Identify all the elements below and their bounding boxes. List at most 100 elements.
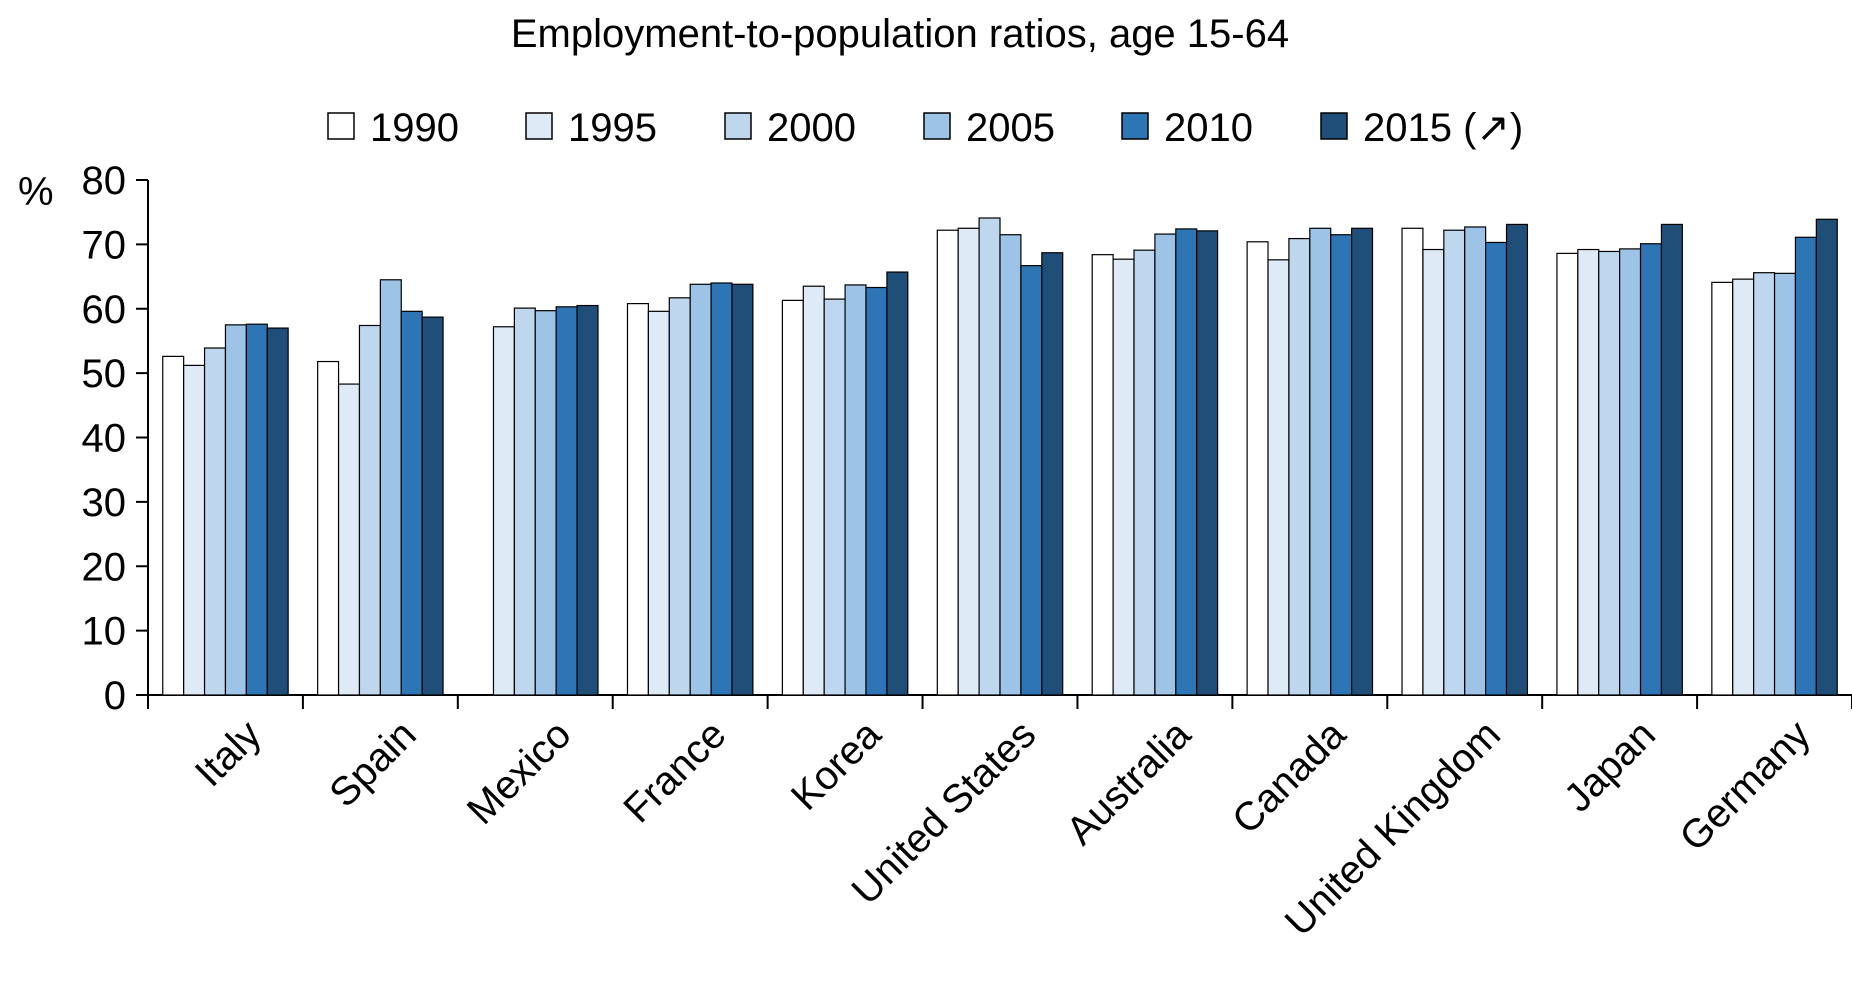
category-label: Italy <box>187 712 270 795</box>
bar-spain-1995 <box>337 383 361 696</box>
bar-mexico-2005 <box>534 310 557 696</box>
category-label: Japan <box>1556 712 1664 820</box>
bar-united-states-2005 <box>999 234 1022 696</box>
category-label: France <box>615 712 734 831</box>
bar-australia-1990 <box>1091 254 1114 696</box>
legend-label-2000: 2000 <box>767 106 856 150</box>
y-tick-label: 0 <box>104 674 126 718</box>
bar-spain-2015 <box>421 316 444 696</box>
y-tick-label: 20 <box>82 545 127 589</box>
y-axis-unit-label: % <box>18 170 54 214</box>
legend: 1990 1995 2000 2005 2010 2015 (↗) <box>327 106 1523 150</box>
legend-swatch-2015 <box>1320 112 1348 140</box>
bar-germany-2010 <box>1794 236 1817 696</box>
legend-label-1990: 1990 <box>370 106 459 150</box>
bar-canada-2005 <box>1309 227 1332 696</box>
bar-italy-1990 <box>162 355 185 696</box>
legend-swatch-1995 <box>525 112 553 140</box>
bar-spain-2000 <box>358 324 381 696</box>
bar-mexico-1995 <box>492 326 515 696</box>
bar-united-kingdom-2015 <box>1505 223 1529 696</box>
y-tick-label: 40 <box>82 417 127 461</box>
bar-united-states-2015 <box>1041 252 1064 696</box>
bar-canada-2010 <box>1330 234 1353 696</box>
bar-united-states-2000 <box>978 217 1001 696</box>
bar-japan-2015 <box>1660 223 1683 696</box>
bar-italy-2000 <box>203 347 227 696</box>
bar-united-states-2010 <box>1020 265 1043 696</box>
bar-canada-2015 <box>1351 227 1374 696</box>
bars <box>162 217 1838 696</box>
bar-australia-2005 <box>1154 233 1177 696</box>
bar-france-2010 <box>710 282 733 696</box>
bar-korea-1990 <box>781 299 804 696</box>
bar-france-1990 <box>626 303 649 696</box>
bar-mexico-2000 <box>513 307 536 696</box>
bar-korea-2000 <box>823 298 846 696</box>
bar-united-kingdom-2000 <box>1443 229 1466 696</box>
bar-france-2000 <box>668 297 691 696</box>
legend-swatch-1990 <box>327 112 355 140</box>
bar-germany-2000 <box>1753 272 1776 696</box>
bar-japan-2000 <box>1598 250 1621 696</box>
bar-spain-1990 <box>317 360 340 696</box>
bar-japan-2005 <box>1619 248 1642 696</box>
category-label: Australia <box>1058 712 1200 854</box>
bar-spain-2010 <box>400 310 423 696</box>
bar-korea-2015 <box>886 271 909 696</box>
bar-canada-1990 <box>1246 241 1269 696</box>
chart-title: Employment-to-population ratios, age 15-… <box>511 12 1289 56</box>
bar-united-kingdom-2005 <box>1464 226 1487 696</box>
bar-australia-1995 <box>1112 258 1135 696</box>
bar-france-2005 <box>689 283 712 696</box>
bar-korea-2005 <box>844 284 867 696</box>
bar-united-states-1990 <box>936 229 959 696</box>
category-label: Mexico <box>459 712 580 833</box>
bar-united-kingdom-2010 <box>1485 241 1508 696</box>
bar-korea-1995 <box>802 285 825 696</box>
bar-japan-1995 <box>1577 248 1600 696</box>
category-label: Korea <box>783 712 890 819</box>
bar-germany-2005 <box>1773 272 1797 696</box>
bar-japan-1990 <box>1556 252 1579 696</box>
bar-united-kingdom-1995 <box>1422 248 1445 696</box>
bar-germany-1995 <box>1732 278 1755 696</box>
bar-italy-2015 <box>266 327 289 696</box>
legend-label-1995: 1995 <box>568 106 657 150</box>
bar-germany-2015 <box>1815 218 1838 696</box>
legend-label-2010: 2010 <box>1164 106 1253 150</box>
category-label: Canada <box>1224 712 1355 843</box>
bar-spain-2005 <box>379 279 402 696</box>
category-label: Spain <box>321 712 424 815</box>
bar-germany-1990 <box>1711 281 1734 696</box>
y-tick-label: 10 <box>82 610 127 654</box>
bar-japan-2010 <box>1639 243 1663 696</box>
y-tick-label: 70 <box>82 223 127 267</box>
bar-korea-2010 <box>865 286 888 696</box>
legend-label-2015: 2015 (↗) <box>1363 106 1523 150</box>
bar-united-states-1995 <box>957 227 980 696</box>
bar-italy-2005 <box>224 324 247 696</box>
bar-united-kingdom-1990 <box>1401 227 1424 696</box>
bar-italy-2010 <box>245 323 268 696</box>
legend-swatch-2010 <box>1121 112 1149 140</box>
bar-france-2015 <box>731 283 754 696</box>
bar-canada-2000 <box>1288 237 1311 696</box>
y-tick-label: 30 <box>82 481 127 525</box>
bar-australia-2010 <box>1175 228 1198 696</box>
bar-canada-1995 <box>1267 259 1290 696</box>
y-tick-label: 60 <box>82 288 127 332</box>
legend-swatch-2005 <box>923 112 951 140</box>
category-label: Germany <box>1671 712 1818 859</box>
y-axis: 0 10 20 30 40 50 60 70 80 <box>82 159 149 718</box>
legend-swatch-2000 <box>724 112 752 140</box>
bar-mexico-2015 <box>576 304 599 696</box>
bar-australia-2000 <box>1133 249 1156 696</box>
bar-mexico-2010 <box>555 306 578 696</box>
x-axis <box>147 694 1852 709</box>
legend-label-2005: 2005 <box>966 106 1055 150</box>
bar-italy-1995 <box>183 364 206 696</box>
bar-france-1995 <box>647 310 670 696</box>
